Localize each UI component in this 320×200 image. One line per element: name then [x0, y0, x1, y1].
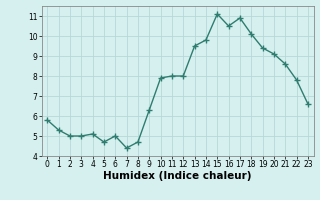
- X-axis label: Humidex (Indice chaleur): Humidex (Indice chaleur): [103, 171, 252, 181]
